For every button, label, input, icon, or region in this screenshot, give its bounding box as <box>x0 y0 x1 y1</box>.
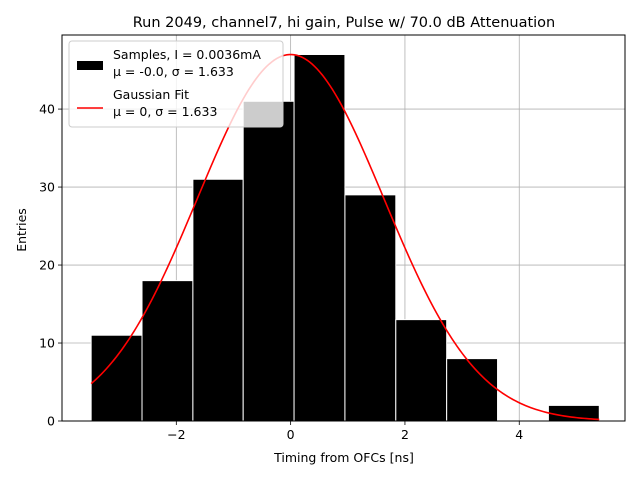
y-tick-label: 40 <box>39 102 55 117</box>
plot-frame <box>61 34 626 422</box>
y-tick-label: 30 <box>39 180 55 195</box>
legend-stats-histogram: μ = -0.0, σ = 1.633 <box>113 64 234 79</box>
legend-label-histogram: Samples, I = 0.0036mA <box>113 47 261 62</box>
x-tick-label: 2 <box>401 427 409 442</box>
legend-stats-fit: μ = 0, σ = 1.633 <box>113 104 217 119</box>
legend: Samples, I = 0.0036mA μ = -0.0, σ = 1.63… <box>68 40 284 128</box>
histogram-bar <box>293 53 346 422</box>
x-axis-label: Timing from OFCs [ns] <box>273 450 414 465</box>
histogram-bar <box>192 178 244 422</box>
y-tick-label: 20 <box>39 258 55 273</box>
histogram-bar <box>242 100 295 422</box>
legend-box <box>68 40 284 128</box>
fit-curve-layer <box>90 53 600 421</box>
x-tick-label: 0 <box>287 427 295 442</box>
histogram-bar <box>90 334 143 422</box>
legend-label-fit: Gaussian Fit <box>113 87 189 102</box>
histogram-bar <box>141 280 194 422</box>
histogram-bar <box>395 319 448 422</box>
y-tick-label: 10 <box>39 336 55 351</box>
chart-title: Run 2049, channel7, hi gain, Pulse w/ 70… <box>133 15 556 31</box>
histogram-bar <box>344 194 397 422</box>
y-axis-label: Entries <box>14 208 29 252</box>
legend-swatch-histogram <box>77 61 103 70</box>
gaussian-fit-line <box>90 53 600 421</box>
x-tick-label: 4 <box>515 427 523 442</box>
x-tick-label: −2 <box>167 427 185 442</box>
histogram-bars <box>90 53 600 422</box>
histogram-bar <box>446 358 499 422</box>
y-tick-label: 0 <box>47 414 55 429</box>
